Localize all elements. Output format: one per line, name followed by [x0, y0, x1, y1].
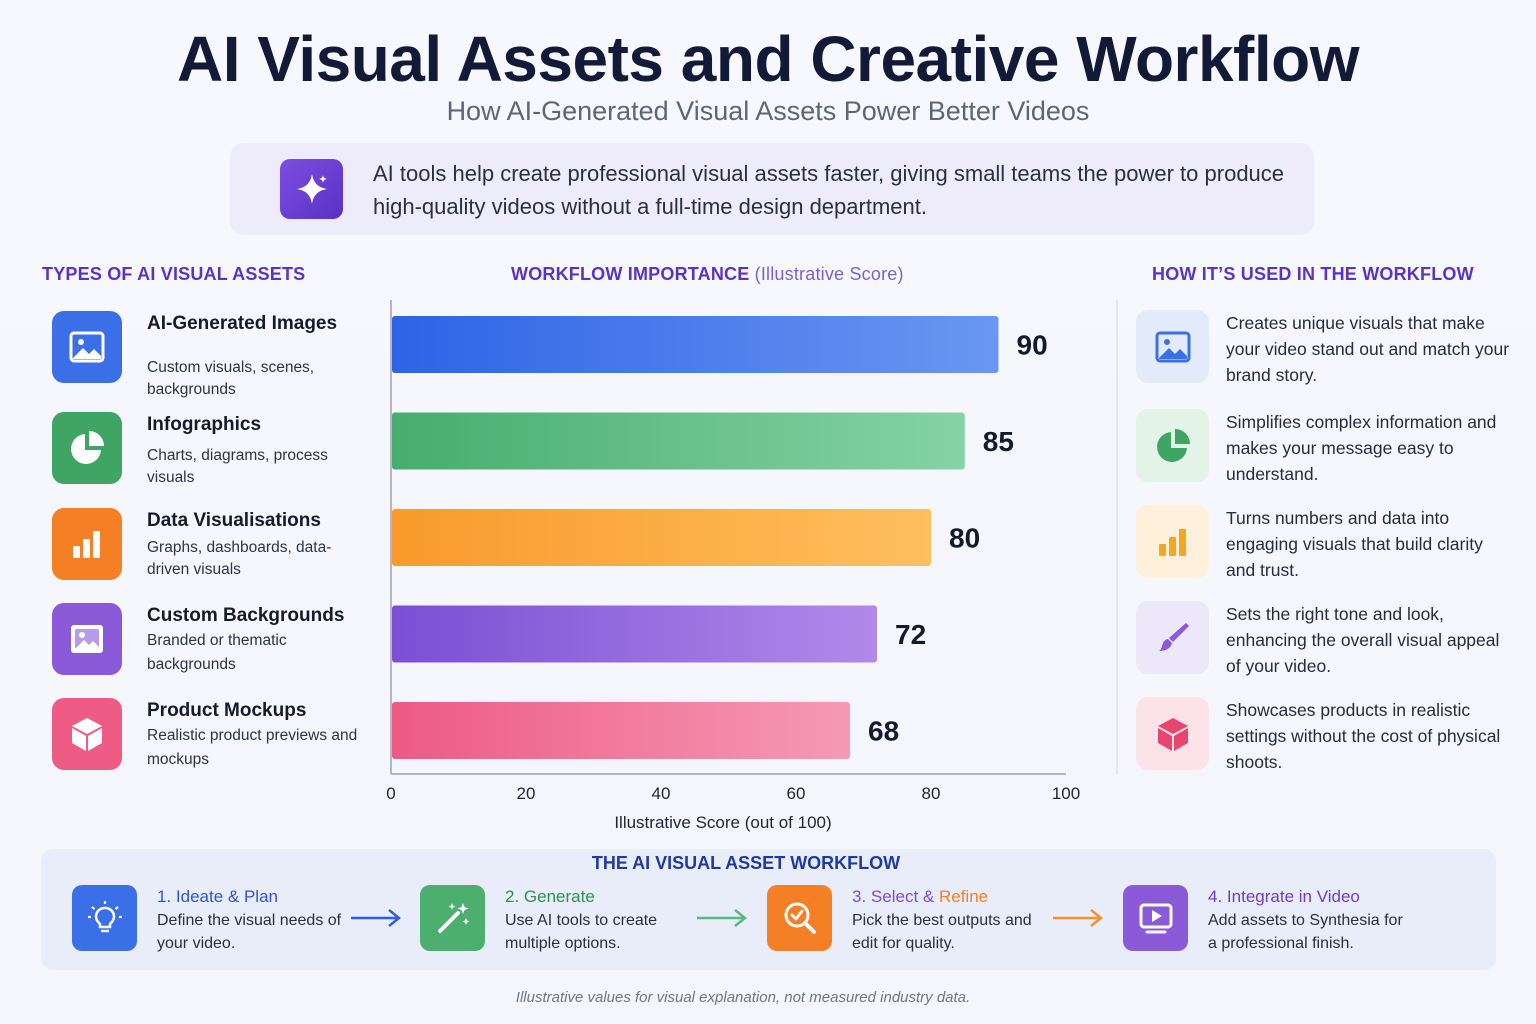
usage-text: Creates unique visuals that make your vi…	[1226, 313, 1510, 385]
step-desc: Pick the best outputs and edit for quali…	[852, 912, 1032, 952]
pie-chart-icon	[52, 412, 122, 484]
step-title: 4. Integrate in Video	[1208, 887, 1408, 907]
step-number: 4.	[1208, 887, 1223, 906]
asset-name: Custom Backgrounds	[147, 605, 345, 626]
step-title-accent: Refine	[938, 887, 989, 906]
asset-name: Product Mockups	[147, 700, 307, 721]
bar-chart-icon	[52, 508, 122, 580]
step-desc: Use AI tools to create multiple options.	[505, 912, 658, 952]
x-tick-label: 40	[652, 784, 671, 803]
step-title: 3. Select & Refine	[852, 887, 1052, 907]
chart-heading-bold: WORKFLOW IMPORTANCE	[511, 264, 750, 284]
x-tick-label: 0	[386, 784, 395, 803]
step-number: 2.	[505, 887, 520, 906]
step-title-text: Ideate & Plan	[175, 887, 278, 906]
video-play-icon	[1123, 885, 1188, 951]
arrow-right-icon	[697, 909, 748, 927]
types-heading: TYPES OF AI VISUAL ASSETS	[42, 264, 306, 284]
magnifier-check-icon	[767, 885, 832, 951]
intro-banner: AI tools help create professional visual…	[230, 143, 1314, 235]
bar-5	[392, 702, 850, 759]
bar-value-label: 80	[949, 523, 980, 554]
usage-text: Sets the right tone and look, enhancing …	[1226, 604, 1500, 676]
x-tick-label: 60	[787, 784, 806, 803]
step-desc: Add assets to Synthesia for a profession…	[1208, 912, 1403, 952]
x-axis-label: Illustrative Score (out of 100)	[614, 813, 831, 832]
x-tick-label: 100	[1052, 784, 1080, 803]
sparkle-icon	[280, 159, 343, 219]
bar-2	[392, 412, 965, 470]
arrow-right-icon	[1053, 909, 1104, 927]
page-subtitle: How AI-Generated Visual Assets Power Bet…	[446, 96, 1090, 126]
page-title: AI Visual Assets and Creative Workflow	[177, 23, 1360, 95]
intro-text: AI tools help create professional visual…	[373, 161, 1285, 219]
asset-name: Data Visualisations	[147, 510, 321, 531]
bar-value-label: 90	[1017, 330, 1048, 361]
box-icon	[52, 698, 122, 770]
x-tick-label: 80	[922, 784, 941, 803]
step-title-text: Generate	[523, 887, 595, 906]
asset-desc: Charts, diagrams, process visuals	[147, 447, 328, 486]
image-icon	[52, 311, 122, 383]
usage-heading: HOW IT’S USED IN THE WORKFLOW	[1152, 264, 1474, 284]
usage-text: Showcases products in realistic settings…	[1226, 700, 1501, 772]
step-title-text: Integrate in Video	[1226, 887, 1360, 906]
workflow-heading: THE AI VISUAL ASSET WORKFLOW	[591, 853, 901, 873]
chart-heading-light: (Illustrative Score)	[754, 264, 904, 284]
step-desc: Define the visual needs of your video.	[157, 912, 342, 952]
step-number: 1.	[157, 887, 172, 906]
usage-text: Turns numbers and data into engaging vis…	[1226, 508, 1483, 580]
asset-desc: Graphs, dashboards, data-driven visuals	[147, 539, 332, 578]
step-title-text: Select &	[870, 887, 935, 906]
box-icon	[1136, 697, 1209, 770]
bar-chart-icon	[1136, 505, 1209, 578]
brush-icon	[1136, 601, 1209, 674]
bar-1	[392, 316, 999, 373]
asset-name: Infographics	[147, 414, 262, 435]
asset-desc: Branded or thematic backgrounds	[147, 632, 287, 673]
asset-desc: Custom visuals, scenes, backgrounds	[147, 359, 315, 398]
pie-chart-icon	[1136, 409, 1209, 482]
magic-wand-icon	[420, 885, 485, 951]
step-title: 1. Ideate & Plan	[157, 887, 357, 907]
bar-value-label: 68	[868, 716, 899, 747]
arrow-right-icon	[351, 909, 402, 927]
bar-value-label: 85	[983, 426, 1014, 457]
step-number: 3.	[852, 887, 867, 906]
x-tick-label: 20	[517, 784, 536, 803]
step-title: 2. Generate	[505, 887, 705, 907]
bar-3	[392, 509, 931, 566]
usage-text: Simplifies complex information and makes…	[1226, 412, 1497, 484]
background-image-icon	[52, 603, 122, 675]
bar-4	[392, 605, 877, 663]
footnote: Illustrative values for visual explanati…	[515, 989, 971, 1006]
bar-value-label: 72	[895, 619, 926, 650]
asset-desc: Realistic product previews and mockups	[147, 727, 358, 768]
image-icon	[1136, 310, 1209, 383]
lightbulb-icon	[72, 885, 137, 951]
asset-name: AI-Generated Images	[147, 313, 338, 334]
chart-heading: WORKFLOW IMPORTANCE (Illustrative Score)	[511, 264, 904, 285]
